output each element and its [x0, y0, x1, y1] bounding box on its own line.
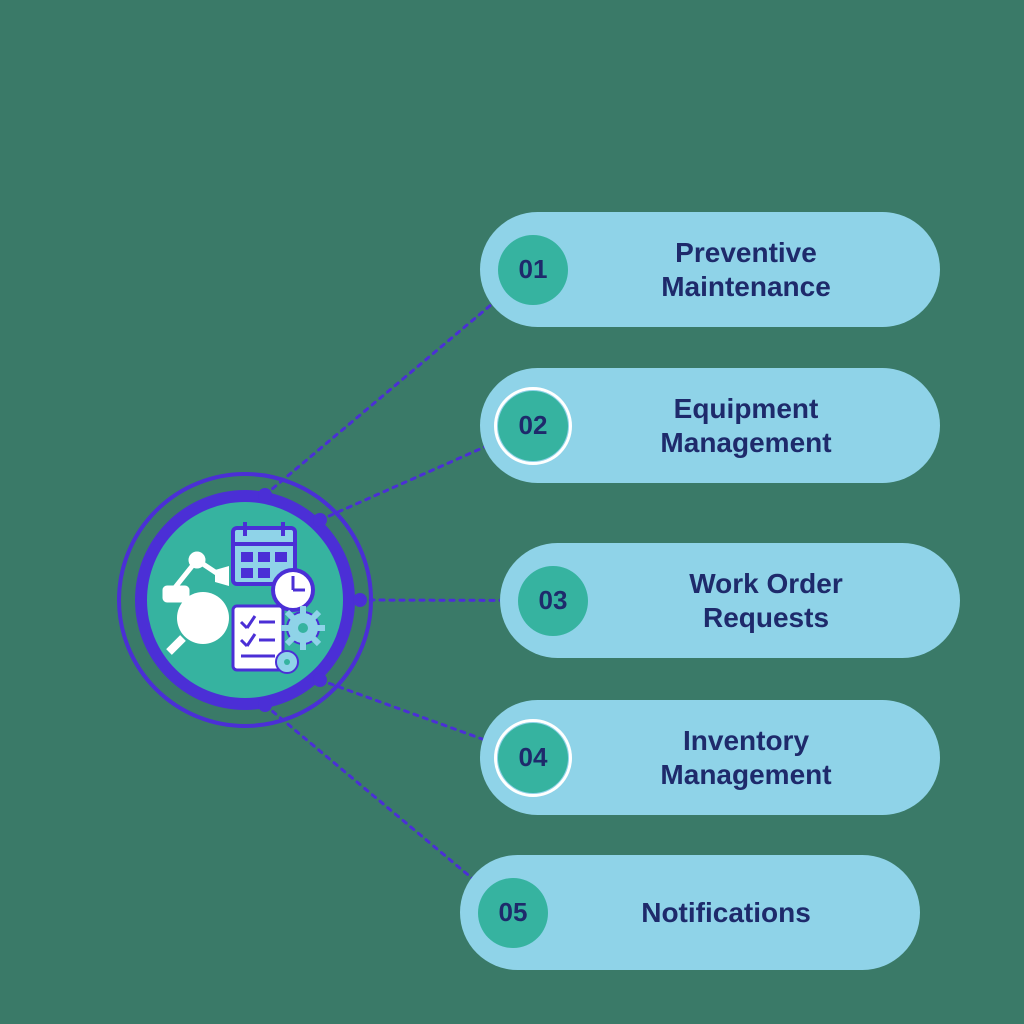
number-badge: 02 [498, 391, 568, 461]
diagram-canvas: 01 Preventive Maintenance 02Equipment Mana… [0, 0, 1024, 1024]
pill-label: Inventory Management [568, 724, 940, 791]
connector-dot [313, 673, 327, 687]
connector-dot [313, 513, 327, 527]
connector-dot [258, 698, 272, 712]
number-badge: 03 [518, 566, 588, 636]
pill-label: Work Order Requests [588, 567, 960, 634]
connector-dot [258, 488, 272, 502]
clock-icon [273, 570, 313, 610]
feature-pill: 02Equipment Management [480, 368, 940, 483]
badge-number: 05 [499, 897, 528, 928]
feature-pill: 01 Preventive Maintenance [480, 212, 940, 327]
pill-label: Equipment Management [568, 392, 940, 459]
feature-pill: 03 Work Order Requests [500, 543, 960, 658]
badge-ring [494, 387, 572, 465]
badge-ring [494, 719, 572, 797]
hub-icon-cluster [155, 510, 335, 690]
pill-label: Preventive Maintenance [568, 236, 940, 303]
number-badge: 05 [478, 878, 548, 948]
number-badge: 01 [498, 235, 568, 305]
badge-number: 03 [539, 585, 568, 616]
feature-pill: 05 Notifications [460, 855, 920, 970]
badge-number: 01 [519, 254, 548, 285]
feature-pill: 04Inventory Management [480, 700, 940, 815]
number-badge: 04 [498, 723, 568, 793]
connector-dot [353, 593, 367, 607]
pill-label: Notifications [548, 896, 920, 930]
